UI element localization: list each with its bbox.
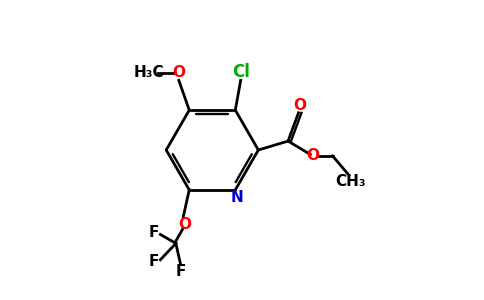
Text: Cl: Cl [232, 63, 250, 81]
Text: O: O [172, 65, 185, 80]
Text: F: F [175, 264, 185, 279]
Text: F: F [149, 254, 159, 269]
Text: N: N [230, 190, 243, 205]
Text: CH₃: CH₃ [335, 174, 366, 189]
Text: O: O [306, 148, 319, 164]
Text: H₃C: H₃C [134, 65, 165, 80]
Text: O: O [293, 98, 306, 113]
Text: O: O [178, 217, 191, 232]
Text: F: F [149, 226, 159, 241]
